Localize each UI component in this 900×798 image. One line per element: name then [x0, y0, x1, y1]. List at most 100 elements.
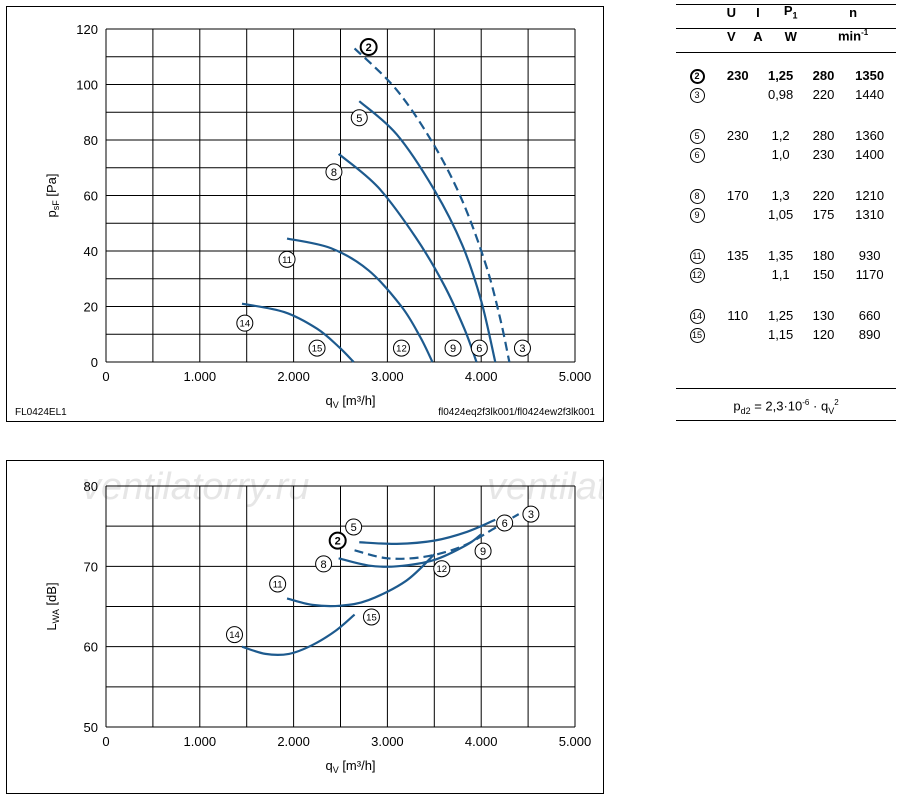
curve-label-8: 8	[321, 559, 327, 571]
curve-label-circle	[345, 518, 363, 536]
spec-u: 170	[726, 188, 749, 203]
spec-p: 220	[812, 87, 835, 102]
curve-label-15: 15	[312, 344, 323, 355]
x-axis-title: qV [m³/h]	[325, 393, 375, 410]
curve-5	[358, 100, 497, 363]
x-tick-label: 3.000	[371, 369, 404, 384]
x-tick-label: 3.000	[371, 734, 404, 749]
spec-i: 1,3	[771, 188, 790, 203]
spec-n: 660	[858, 308, 881, 323]
curve-label-circle	[269, 575, 287, 593]
spec-n: 1310	[855, 207, 885, 222]
curve-8	[338, 533, 482, 568]
x-tick-label: 4.000	[465, 734, 498, 749]
spec-n: 1400	[855, 147, 885, 162]
curve-label-3: 3	[528, 509, 534, 521]
unit-p: W	[784, 28, 797, 44]
y-tick-label: 60	[84, 189, 98, 204]
spec-p: 280	[812, 68, 835, 83]
y-tick-label: 50	[84, 720, 98, 735]
spec-p: 220	[812, 188, 835, 203]
curve-label-11: 11	[273, 580, 283, 591]
unit-n: min-1	[837, 28, 869, 44]
curve-label-9: 9	[480, 546, 486, 558]
curve-label-circle	[444, 339, 462, 357]
spec-row-3: 3 0,98 220 1440	[676, 85, 896, 104]
curve-label-circle	[513, 339, 531, 357]
x-axis-title: qV [m³/h]	[325, 758, 375, 775]
curve-label-2: 2	[335, 536, 341, 548]
table-rule-formula	[676, 388, 896, 389]
specs-table-panel: U I P1 n V A W min-1 2 230 1,25 280 1350 3 0,9…	[676, 0, 896, 430]
spec-i: 1,15	[767, 327, 794, 342]
spec-row-8: 8 170 1,3 220 1210	[676, 186, 896, 205]
curve-label-11: 11	[282, 255, 292, 266]
spec-n: 930	[858, 248, 881, 263]
spec-n: 1170	[855, 267, 884, 282]
table-rule-top	[676, 4, 896, 5]
curve-label-14: 14	[240, 319, 251, 330]
specs-rows-table: 2 230 1,25 280 1350 3 0,98 220 1440 5 230 1,2 280 136…	[676, 48, 896, 344]
y-tick-label: 80	[84, 479, 98, 494]
spec-p: 130	[812, 308, 835, 323]
spec-row-12: 12 1,1 150 1170	[676, 265, 896, 284]
specs-body: 2 230 1,25 280 1350 3 0,98 220 1440 5 230 1,2 280 136…	[676, 48, 896, 344]
spec-i: 1,25	[767, 308, 794, 323]
spec-u: 230	[726, 128, 749, 143]
spec-row-marker: 8	[689, 189, 705, 204]
pressure-chart-panel: 0 1.000 2.000 3.000 4.000 5.000 0 20 40 60 80 100 12…	[6, 6, 604, 422]
y-tick-label: 40	[84, 244, 98, 259]
spec-i: 1,25	[767, 68, 794, 83]
y-tick-label: 80	[84, 133, 98, 148]
x-tick-label: 0	[102, 369, 109, 384]
spec-i: 0,98	[767, 87, 794, 102]
y-tick-label: 60	[84, 640, 98, 655]
curve-label-circle	[325, 163, 343, 181]
sound-chart-panel: ventilatorry.ru ventilatorry.ru 0 1.000 2.00…	[6, 460, 714, 794]
spec-row-marker: 9	[689, 208, 705, 223]
spec-u: 135	[726, 248, 749, 263]
curve-label-2: 2	[366, 42, 372, 54]
spec-row-9: 9 1,05 175 1310	[676, 205, 896, 224]
spec-n: 890	[858, 327, 881, 342]
curve-label-6: 6	[502, 518, 508, 530]
x-tick-label: 2.000	[277, 369, 310, 384]
specs-header-row: U I P1 n	[676, 0, 896, 24]
spec-row-5: 5 230 1,2 280 1360	[676, 126, 896, 145]
y-axis-title: psF [Pa]	[44, 174, 61, 218]
spec-n: 1350	[855, 68, 885, 83]
spec-row-marker: 3	[689, 88, 705, 103]
y-tick-label: 20	[84, 300, 98, 315]
curve-label-15: 15	[366, 612, 377, 623]
curve-8	[337, 153, 478, 363]
table-rule-header	[676, 28, 896, 29]
x-tick-label: 5.000	[559, 734, 592, 749]
spec-row-marker: 6	[689, 148, 705, 163]
curve-label-12: 12	[396, 344, 407, 355]
formula-pd2: pd2 = 2,3·10-6 · qV2	[733, 398, 839, 416]
footer-right: fl0424eq2f3lk001/fl0424ew2f3lk001	[438, 407, 595, 418]
curve-11	[286, 237, 434, 363]
header-i: I	[756, 4, 760, 20]
spec-p: 180	[812, 248, 835, 263]
curve-label-circle	[308, 339, 326, 357]
footer-left: FL0424EL1	[15, 407, 67, 418]
x-tick-label: 0	[102, 734, 109, 749]
curve-label-circle	[470, 339, 488, 357]
spec-row-6: 6 1,0 230 1400	[676, 145, 896, 164]
spec-p: 175	[812, 207, 835, 222]
curve-5	[359, 518, 496, 545]
curve-label-6: 6	[476, 343, 482, 355]
x-tick-label: 2.000	[277, 734, 310, 749]
curve-label-circle	[359, 38, 378, 57]
curve-label-circle	[278, 250, 296, 268]
curve-label-circle	[350, 109, 368, 127]
spec-i: 1,05	[767, 207, 794, 222]
curve-label-circle	[315, 555, 333, 573]
spec-u	[718, 85, 758, 104]
y-tick-label: 70	[84, 559, 98, 574]
curve-label-circle	[226, 626, 244, 644]
curve-label-9: 9	[450, 343, 456, 355]
curve-label-circle	[496, 514, 514, 532]
header-p: P1	[783, 3, 798, 21]
